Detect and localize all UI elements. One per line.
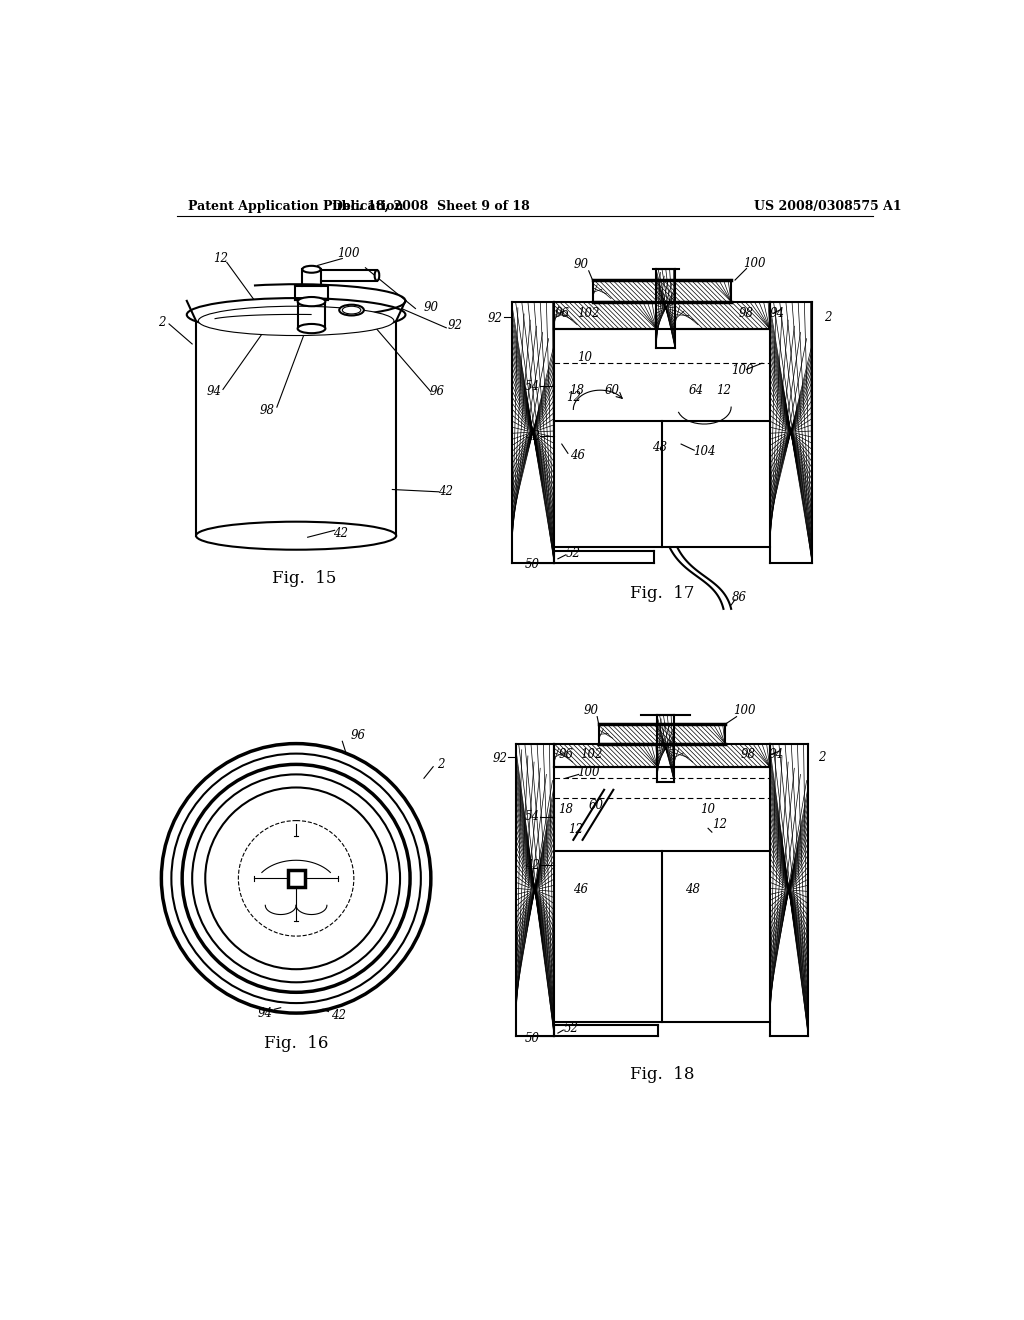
- Text: 42: 42: [331, 1008, 346, 1022]
- Text: 10: 10: [578, 351, 592, 363]
- Text: 86: 86: [731, 591, 746, 603]
- Ellipse shape: [339, 305, 364, 315]
- Text: 2: 2: [823, 310, 831, 323]
- Ellipse shape: [186, 298, 406, 331]
- Text: 102: 102: [578, 306, 600, 319]
- Text: 42: 42: [525, 859, 540, 871]
- Text: 60: 60: [604, 384, 620, 397]
- Text: 12: 12: [267, 950, 282, 964]
- Text: 50: 50: [525, 558, 540, 572]
- Text: 48: 48: [652, 441, 667, 454]
- Text: Fig.  15: Fig. 15: [271, 569, 336, 586]
- Text: US 2008/0308575 A1: US 2008/0308575 A1: [755, 199, 902, 213]
- Text: 100: 100: [731, 364, 754, 378]
- Text: Fig.  16: Fig. 16: [264, 1035, 329, 1052]
- Text: Patent Application Publication: Patent Application Publication: [188, 199, 403, 213]
- Text: 94: 94: [219, 917, 234, 931]
- Text: 12: 12: [716, 384, 731, 397]
- Text: 2: 2: [818, 751, 825, 764]
- Text: 96: 96: [558, 748, 573, 760]
- Text: 54: 54: [525, 810, 540, 824]
- Text: 52: 52: [566, 546, 581, 560]
- Text: Fig.  17: Fig. 17: [630, 585, 694, 602]
- Text: 96: 96: [258, 829, 272, 842]
- Text: 98: 98: [259, 404, 274, 417]
- Ellipse shape: [196, 521, 396, 549]
- Text: 46: 46: [569, 449, 585, 462]
- Text: 102: 102: [204, 875, 226, 888]
- Text: 104: 104: [693, 445, 716, 458]
- Text: 100: 100: [743, 256, 766, 269]
- Text: 2: 2: [158, 315, 165, 329]
- Text: 92: 92: [493, 752, 508, 766]
- Ellipse shape: [298, 323, 326, 333]
- Text: 98: 98: [739, 306, 754, 319]
- Text: 12: 12: [712, 818, 727, 832]
- Text: 50: 50: [525, 1032, 540, 1045]
- Ellipse shape: [193, 775, 400, 982]
- Text: 90: 90: [348, 810, 364, 824]
- Text: 10: 10: [700, 803, 716, 816]
- Text: 100: 100: [361, 875, 384, 888]
- Text: 92: 92: [447, 319, 462, 333]
- Text: 2: 2: [437, 758, 444, 771]
- Text: 90: 90: [584, 704, 598, 717]
- Text: 100: 100: [733, 704, 756, 717]
- Text: 60: 60: [589, 799, 604, 812]
- Ellipse shape: [302, 265, 321, 273]
- Text: 90: 90: [423, 301, 438, 314]
- Text: 94: 94: [770, 306, 784, 319]
- Text: 46: 46: [573, 883, 589, 896]
- Ellipse shape: [375, 271, 379, 281]
- Text: 42: 42: [333, 527, 348, 540]
- Ellipse shape: [298, 297, 326, 306]
- Ellipse shape: [205, 788, 387, 969]
- Text: 12: 12: [568, 824, 583, 837]
- Text: 102: 102: [580, 748, 602, 760]
- Text: 98: 98: [350, 920, 366, 933]
- Text: 42: 42: [438, 486, 453, 499]
- Text: Fig.  18: Fig. 18: [630, 1067, 694, 1084]
- Text: 90: 90: [573, 259, 589, 271]
- Text: 98: 98: [740, 748, 756, 760]
- Text: 96: 96: [350, 730, 366, 742]
- Text: 54: 54: [525, 380, 540, 393]
- Text: 92: 92: [487, 312, 502, 325]
- Text: 12: 12: [213, 252, 228, 265]
- Text: 12: 12: [317, 950, 333, 964]
- Text: 94: 94: [768, 748, 783, 760]
- Text: 42: 42: [525, 430, 540, 444]
- Text: 52: 52: [563, 1022, 579, 1035]
- Text: 18: 18: [569, 384, 585, 397]
- Text: 12: 12: [566, 391, 581, 404]
- Ellipse shape: [162, 743, 431, 1014]
- Ellipse shape: [171, 754, 421, 1003]
- Text: 48: 48: [685, 883, 700, 896]
- Text: 94: 94: [258, 1007, 272, 1019]
- Text: 100: 100: [578, 767, 600, 779]
- Text: 96: 96: [429, 385, 444, 399]
- Text: Dec. 18, 2008  Sheet 9 of 18: Dec. 18, 2008 Sheet 9 of 18: [332, 199, 529, 213]
- Text: 100: 100: [337, 247, 359, 260]
- Text: 94: 94: [206, 385, 221, 399]
- Text: 64: 64: [689, 384, 705, 397]
- Text: 18: 18: [558, 803, 573, 816]
- Bar: [288, 870, 304, 887]
- Ellipse shape: [342, 306, 360, 314]
- Ellipse shape: [182, 764, 410, 993]
- Text: 96: 96: [554, 306, 569, 319]
- Ellipse shape: [199, 306, 394, 335]
